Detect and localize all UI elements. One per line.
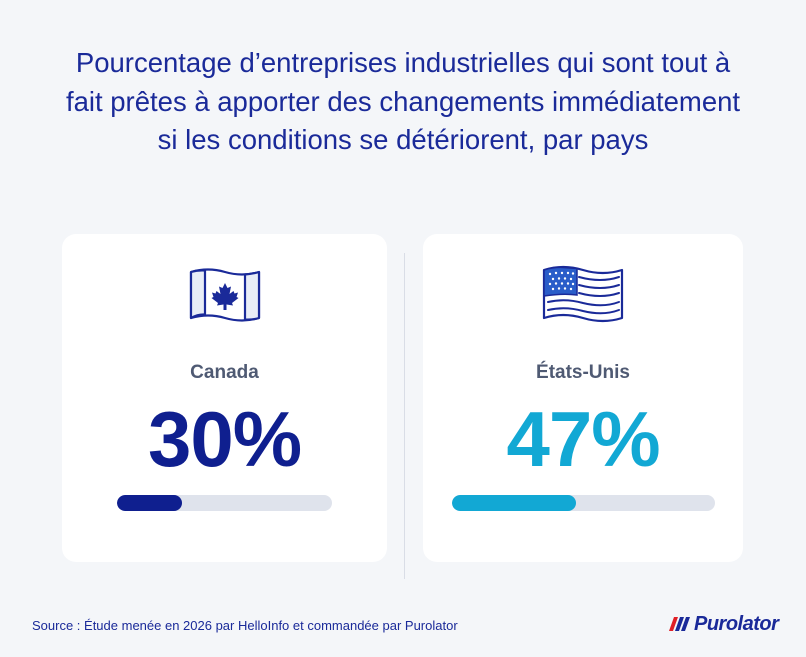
canada-flag-icon [188, 267, 262, 328]
source-note: Source : Étude menée en 2026 par HelloIn… [32, 618, 458, 633]
progress-track [452, 495, 715, 511]
card-canada: Canada 30% [62, 234, 387, 562]
progress-track [117, 495, 332, 511]
progress-fill [117, 495, 182, 511]
chart-title: Pourcentage d’entreprises industrielles … [65, 47, 741, 155]
card-usa: États-Unis 47% [423, 234, 743, 562]
country-label: Canada [190, 362, 259, 383]
purolator-logo-icon [669, 617, 690, 631]
progress-fill [452, 495, 576, 511]
percentage-value: 47% [506, 395, 660, 483]
logo-text: Purolator [694, 612, 779, 635]
country-label: États-Unis [536, 362, 630, 383]
percentage-value: 30% [147, 395, 302, 483]
usa-flag-icon [541, 264, 625, 331]
purolator-logo: Purolator [668, 612, 779, 636]
divider [404, 253, 405, 579]
